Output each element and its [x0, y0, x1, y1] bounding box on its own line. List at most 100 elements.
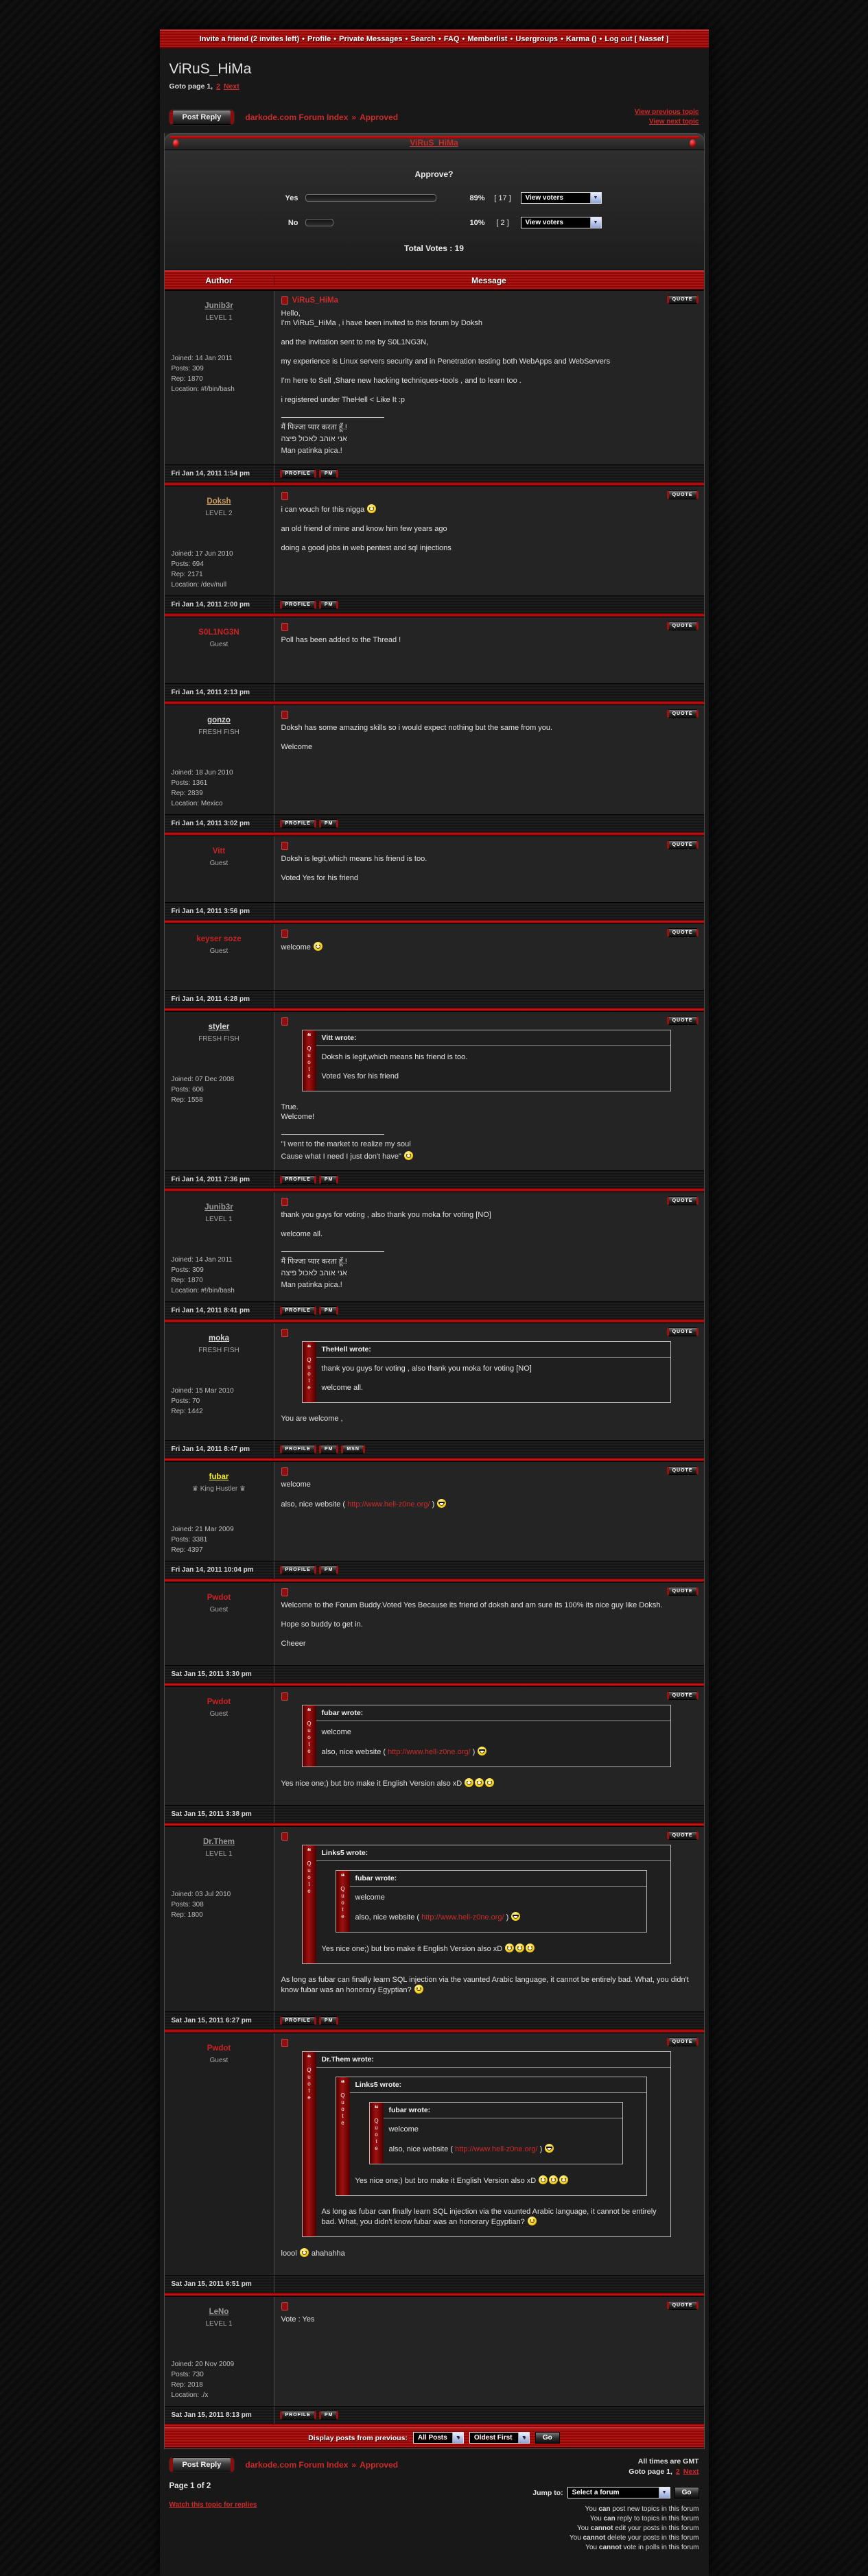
pm-button[interactable]: PM	[318, 819, 339, 828]
goto-page-link-2[interactable]: 2	[675, 2468, 680, 2476]
post-paragraph: i can vouch for this nigga	[281, 504, 697, 515]
pm-button[interactable]: PM	[318, 1565, 339, 1574]
pm-button[interactable]: PM	[318, 2411, 339, 2420]
quote-button[interactable]: QUOTE	[666, 2037, 699, 2046]
author-name-link[interactable]: moka	[208, 1334, 230, 1343]
quote-button[interactable]: QUOTE	[666, 928, 699, 937]
author-name-link[interactable]: S0L1NG3N	[198, 628, 239, 637]
profile-button[interactable]: PROFILE	[279, 1445, 316, 1454]
view-voters-select[interactable]: View voters ▼	[520, 217, 602, 228]
permission-word: cannot	[598, 2544, 622, 2551]
goto-page-link-next[interactable]: Next	[683, 2468, 699, 2476]
quote-button[interactable]: QUOTE	[666, 709, 699, 718]
quote-strip: ❝ Quote	[336, 1871, 350, 1932]
post-icon	[281, 1197, 288, 1206]
pm-button[interactable]: PM	[318, 469, 339, 478]
topnav-link-log-out-nassef[interactable]: Log out [ Nassef ]	[605, 35, 669, 43]
topnav-link-profile[interactable]: Profile	[307, 35, 331, 43]
display-posts-filter-select[interactable]: All Posts ▼	[412, 2432, 464, 2444]
author-name-link[interactable]: Dr.Them	[202, 1838, 235, 1846]
author-name-link[interactable]: fubar	[209, 1473, 229, 1481]
text-run: I'm ViRuS_HiMa , i have been invited to …	[281, 319, 483, 327]
author-stat-line: Joined: 18 Jun 2010	[171, 769, 233, 777]
author-name-link[interactable]: styler	[208, 1023, 230, 1031]
topnav-link-usergroups[interactable]: Usergroups	[515, 35, 559, 43]
author-name-link[interactable]: Vitt	[212, 847, 226, 855]
author-rank: LEVEL 1	[205, 1850, 233, 1858]
author-name-link[interactable]: LeNo	[209, 2308, 229, 2316]
view-next-topic-link[interactable]: View next topic	[648, 118, 699, 126]
jump-to-go-button[interactable]: Go	[674, 2487, 699, 2498]
quote-button[interactable]: QUOTE	[666, 295, 699, 304]
chevron-down-icon: ▼	[517, 2433, 529, 2443]
topnav-link-invite-a-friend-2-invites-left[interactable]: Invite a friend (2 invites left)	[199, 35, 300, 43]
topnav-link-memberlist[interactable]: Memberlist	[467, 35, 508, 43]
quote-button[interactable]: QUOTE	[666, 491, 699, 499]
signature-line: "I went to the market to realize my soul	[281, 1139, 697, 1149]
quote-button[interactable]: QUOTE	[666, 622, 699, 630]
display-posts-go-button[interactable]: Go	[535, 2432, 560, 2444]
body-link[interactable]: http://www.hell-z0ne.org/	[455, 2145, 538, 2153]
quote-main: Dr.Them wrote: ❝ Quote Links5 wrote: ❝ Quote f…	[316, 2052, 670, 2236]
profile-button[interactable]: PROFILE	[279, 469, 316, 478]
quote-button[interactable]: QUOTE	[666, 1016, 699, 1025]
quote-button[interactable]: QUOTE	[666, 2301, 699, 2310]
msn-button[interactable]: MSN	[341, 1445, 365, 1454]
author-name-link[interactable]: keyser soze	[196, 935, 242, 943]
breadcrumb-link-index[interactable]: darkode.com Forum Index	[245, 112, 349, 122]
quote-main: fubar wrote: welcome also, nice website ( …	[349, 1871, 646, 1932]
quote-button[interactable]: QUOTE	[666, 1831, 699, 1840]
author-name-link[interactable]: Junib3r	[204, 302, 233, 310]
author-name-link[interactable]: Pwdot	[207, 2044, 231, 2053]
topnav-link-search[interactable]: Search	[410, 35, 436, 43]
profile-button[interactable]: PROFILE	[279, 1565, 316, 1574]
topnav-link-karma[interactable]: Karma ()	[565, 35, 597, 43]
post-author-cell: Dr.Them LEVEL 1 Joined: 03 Jul 2010 Posts: …	[164, 1827, 274, 2011]
author-name-link[interactable]: Pwdot	[207, 1594, 231, 1602]
author-name-link[interactable]: Pwdot	[207, 1698, 231, 1706]
jump-to-select[interactable]: Select a forum ▼	[567, 2487, 670, 2498]
profile-button[interactable]: PROFILE	[279, 819, 316, 828]
quote-button[interactable]: QUOTE	[666, 1691, 699, 1700]
post-footer-row: Sat Jan 15, 2011 3:38 pm	[164, 1805, 704, 1823]
body-link[interactable]: http://www.hell-z0ne.org/	[421, 1913, 504, 1922]
topnav-link-faq[interactable]: FAQ	[443, 35, 460, 43]
post-footer-buttons: PROFILE PM	[274, 1306, 339, 1315]
topic-title-link[interactable]: ViRuS_HiMa	[410, 138, 458, 147]
author-name-link[interactable]: Junib3r	[204, 1203, 233, 1212]
quote-button[interactable]: QUOTE	[666, 1587, 699, 1596]
post-reply-button[interactable]: Post Reply	[169, 109, 235, 125]
quote-button[interactable]: QUOTE	[666, 1327, 699, 1336]
quote-title: Links5 wrote:	[316, 1845, 670, 1861]
author-name-link[interactable]: Doksh	[207, 497, 231, 506]
watch-topic-link[interactable]: Watch this topic for replies	[169, 2501, 257, 2509]
quote-button[interactable]: QUOTE	[666, 840, 699, 849]
topnav-link-private-messages[interactable]: Private Messages	[339, 35, 403, 43]
profile-button[interactable]: PROFILE	[279, 1306, 316, 1315]
display-posts-order-select[interactable]: Oldest First ▼	[469, 2432, 530, 2444]
goto-page-link-2[interactable]: 2	[216, 82, 220, 91]
breadcrumb-link-forum[interactable]: Approved	[360, 112, 399, 122]
quote-button[interactable]: QUOTE	[666, 1196, 699, 1205]
post-reply-button[interactable]: Post Reply	[169, 2457, 235, 2472]
body-link[interactable]: http://www.hell-z0ne.org/	[388, 1748, 471, 1756]
permission-rest: edit your posts in this forum	[613, 2525, 699, 2532]
profile-button[interactable]: PROFILE	[279, 600, 316, 609]
pm-button[interactable]: PM	[318, 1306, 339, 1315]
author-name-link[interactable]: gonzo	[207, 716, 231, 724]
pm-button[interactable]: PM	[318, 600, 339, 609]
pm-button[interactable]: PM	[318, 1445, 339, 1454]
breadcrumb-link-forum[interactable]: Approved	[360, 2460, 399, 2470]
profile-button[interactable]: PROFILE	[279, 1175, 316, 1184]
body-link[interactable]: http://www.hell-z0ne.org/	[347, 1500, 430, 1509]
pm-button[interactable]: PM	[318, 2016, 339, 2025]
view-previous-topic-link[interactable]: View previous topic	[634, 108, 699, 116]
goto-page-link-next[interactable]: Next	[223, 82, 239, 91]
profile-button[interactable]: PROFILE	[279, 2411, 316, 2420]
view-voters-select[interactable]: View voters ▼	[520, 192, 602, 204]
pm-button[interactable]: PM	[318, 1175, 339, 1184]
author-stat-line: Posts: 730	[171, 2371, 204, 2378]
quote-button[interactable]: QUOTE	[666, 1466, 699, 1475]
profile-button[interactable]: PROFILE	[279, 2016, 316, 2025]
breadcrumb-link-index[interactable]: darkode.com Forum Index	[245, 2460, 349, 2470]
